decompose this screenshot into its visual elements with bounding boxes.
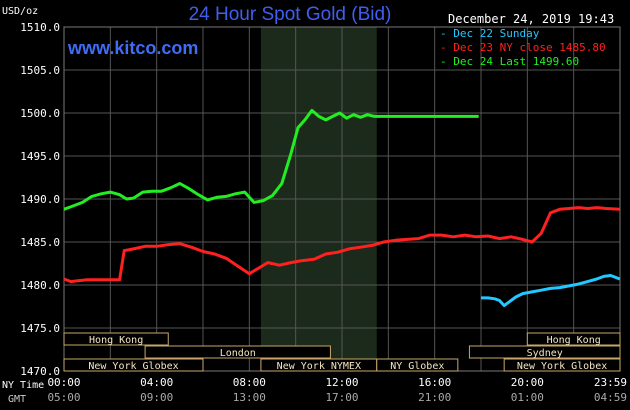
y-tick-label: 1490.0 [20, 193, 60, 206]
x-tick-ny: 12:00 [325, 376, 358, 389]
market-band [503, 358, 621, 372]
y-tick-label: 1510.0 [20, 21, 60, 34]
price-series [63, 108, 621, 308]
site-watermark[interactable]: www.kitco.com [68, 38, 199, 58]
market-band [63, 358, 204, 372]
x-tick-ny: 04:00 [140, 376, 173, 389]
x-tick-gmt: 21:00 [418, 391, 451, 404]
x-tick-ny: 23:59 [594, 376, 627, 389]
chart-title: 24 Hour Spot Gold (Bid) [188, 4, 392, 25]
ny-time-label: NY Time [2, 380, 44, 391]
series-line-2 [63, 108, 479, 211]
y-tick-label: 1480.0 [20, 279, 60, 292]
x-tick-gmt: 04:59 [594, 391, 627, 404]
market-band-label: New York Globex [517, 361, 607, 372]
legend-entry-dec22: - Dec 22 Sunday [440, 27, 540, 40]
y-tick-label: 1500.0 [20, 107, 60, 120]
series-line-1 [63, 206, 620, 284]
market-band [376, 358, 459, 372]
x-tick-ny: 08:00 [233, 376, 266, 389]
x-tick-gmt: 13:00 [233, 391, 266, 404]
y-tick-label: 1470.0 [20, 365, 60, 378]
x-tick-ny: 00:00 [47, 376, 80, 389]
market-band-label: Hong Kong [89, 335, 143, 346]
market-band-label: NY Globex [390, 361, 444, 372]
x-axis-ticks: NY Time GMT 00:00 05:00 04:00 09:00 08:00 13:00… [2, 376, 627, 405]
x-tick-ny: 20:00 [511, 376, 544, 389]
x-tick-gmt: 17:00 [325, 391, 358, 404]
market-band-label: Sydney [527, 348, 563, 359]
market-band [468, 345, 621, 359]
x-tick-gmt: 09:00 [140, 391, 173, 404]
y-tick-label: 1485.0 [20, 236, 60, 249]
legend-entry-dec23: - Dec 23 NY close 1485.80 [440, 41, 606, 54]
x-tick-gmt: 01:00 [511, 391, 544, 404]
y-tick-label: 1505.0 [20, 64, 60, 77]
chart-timestamp: December 24, 2019 19:43 [448, 12, 615, 26]
market-band-label: New York Globex [88, 361, 178, 372]
y-tick-label: 1495.0 [20, 150, 60, 163]
x-tick-ny: 16:00 [418, 376, 451, 389]
market-band [526, 332, 621, 346]
gmt-label: GMT [8, 394, 26, 405]
market-band [63, 332, 169, 346]
series-line-0 [481, 274, 621, 308]
market-band-label: London [220, 348, 256, 359]
x-tick-gmt: 05:00 [47, 391, 80, 404]
y-tick-label: 1475.0 [20, 322, 60, 335]
market-band [144, 345, 331, 359]
legend-entry-dec24: - Dec 24 Last 1499.60 [440, 55, 580, 68]
market-session-bands: Hong Kong Hong Kong London Sydney New York G… [63, 332, 621, 372]
market-band-label: Hong Kong [547, 335, 601, 346]
market-band-label: New York NYMEX [277, 361, 361, 372]
y-axis-ticks: 1470.0 1475.0 1480.0 1485.0 1490.0 1495.0 1500… [20, 21, 60, 378]
y-axis-unit: USD/oz [2, 6, 39, 17]
chart-legend: - Dec 22 Sunday - Dec 23 NY close 1485.8… [440, 27, 606, 69]
